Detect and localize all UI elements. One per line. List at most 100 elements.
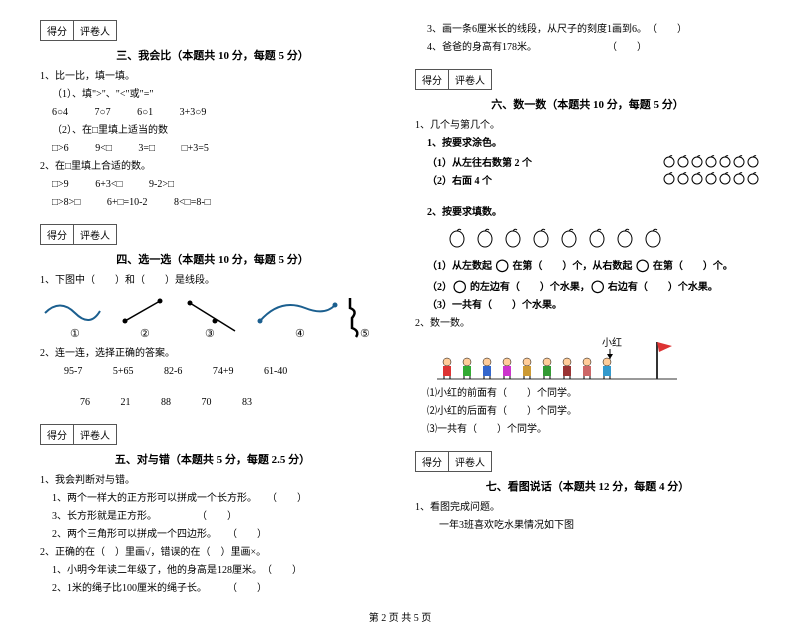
s-5-4: 1、小明今年读二年级了，他的身高是128厘米。 （ ） — [40, 563, 385, 579]
score-box-5: 得分 评卷人 — [40, 424, 117, 445]
cell: 82-6 — [164, 364, 182, 380]
score-label: 得分 — [416, 452, 449, 471]
q-5-1: 1、我会判断对与错。 — [40, 473, 385, 489]
cell: 3+3○9 — [180, 105, 207, 121]
page-footer: 第 2 页 共 5 页 — [40, 609, 760, 624]
text: 右边有（ ）个水果。 — [605, 282, 718, 293]
row-4-bot: 76 21 88 70 83 — [40, 395, 385, 411]
h-6-1: 1、按要求涂色。 — [415, 136, 760, 152]
page-columns: 得分 评卷人 三、我会比（本题共 10 分，每题 5 分） 1、比一比，填一填。… — [40, 20, 760, 599]
grader-label: 评卷人 — [449, 70, 491, 89]
s-7-1: 一年3班喜欢吃水果情况如下图 — [415, 518, 760, 534]
paren: （ ） — [202, 511, 237, 522]
cell: 95-7 — [64, 364, 82, 380]
cell: 9-2>□ — [149, 177, 174, 193]
cell: 76 — [80, 395, 90, 411]
cell: 74+9 — [213, 364, 234, 380]
section-4-title: 四、选一选（本题共 10 分，每题 5 分） — [40, 251, 385, 267]
text: 在第（ ）个。 — [650, 261, 733, 272]
score-box-4: 得分 评卷人 — [40, 224, 117, 245]
q-3-1a: （1）、填">"、"<"或"=" — [40, 87, 385, 103]
l-6-2: （2）右面 4 个 — [415, 174, 662, 190]
f-6-1: （1）从左数起 ◯ 在第（ ）个，从右数起 ◯ 在第（ ）个。 — [415, 256, 760, 275]
score-box-6: 得分 评卷人 — [415, 69, 492, 90]
r-top-4: 4、爸爸的身高有178米。 （ ） — [415, 40, 760, 56]
score-box-7: 得分 评卷人 — [415, 451, 492, 472]
section-5-title: 五、对与错（本题共 5 分，每题 2.5 分） — [40, 451, 385, 467]
q-3-1b: （2）、在□里填上适当的数 — [40, 123, 385, 139]
q-4-2: 2、连一连，选择正确的答案。 — [40, 346, 385, 362]
text: 2、两个三角形可以拼成一个四边形。 — [52, 529, 212, 540]
cell: 70 — [202, 395, 212, 411]
grader-label: 评卷人 — [74, 425, 116, 444]
s-5-3: 2、两个三角形可以拼成一个四边形。 （ ） — [40, 527, 385, 543]
paren: （ ） — [272, 493, 307, 504]
section-7-title: 七、看图说话（本题共 12 分，每题 4 分） — [415, 478, 760, 494]
cell: □>6 — [52, 141, 69, 157]
text: 1、小明今年读二年级了，他的身高是128厘米。 — [52, 565, 257, 576]
paren: （ ） — [267, 565, 302, 576]
line-segment-diagram: ① ② ③ ④ ⑤ — [40, 293, 385, 342]
text: 4、爸爸的身高有178米。 — [427, 42, 532, 53]
apple-rows: （1）从左往右数第 2 个 （2）右面 4 个 — [415, 154, 760, 192]
svg-text:③: ③ — [205, 328, 215, 339]
h-6-2: 2、按要求填数。 — [415, 205, 760, 221]
row-3-3: □>9 6+3<□ 9-2>□ — [40, 177, 385, 193]
text: 2、1米的绳子比100厘米的绳子长。 — [52, 583, 202, 594]
text: 的左边有（ ）个水果， — [467, 282, 590, 293]
grader-label: 评卷人 — [74, 21, 116, 40]
row-3-1: 6○4 7○7 6○1 3+3○9 — [40, 105, 385, 121]
k-6-2: ⑵小红的后面有（ ）个同学。 — [415, 404, 760, 420]
score-label: 得分 — [41, 425, 74, 444]
cell: 9<□ — [95, 141, 112, 157]
svg-text:②: ② — [140, 328, 150, 339]
s-5-1: 1、两个一样大的正方形可以拼成一个长方形。 （ ） — [40, 491, 385, 507]
cell: □>9 — [52, 177, 69, 193]
f-6-3: （3）一共有（ ）个水果。 — [415, 298, 760, 314]
q-7-1: 1、看图完成问题。 — [415, 500, 760, 516]
text: （2） — [427, 282, 452, 293]
cell: 8<□=8-□ — [174, 195, 211, 211]
fruit-icon: ◯ — [591, 277, 604, 296]
cell: 6○1 — [137, 105, 153, 121]
q-4-1: 1、下图中（ ）和（ ）是线段。 — [40, 273, 385, 289]
k-6-3: ⑶一共有（ ）个同学。 — [415, 422, 760, 438]
strawberry-icon: ◯ — [636, 256, 649, 275]
cell: 6○4 — [52, 105, 68, 121]
text: 3、长方形就是正方形。 — [52, 511, 152, 522]
s-5-5: 2、1米的绳子比100厘米的绳子长。 （ ） — [40, 581, 385, 597]
cell: □+3=5 — [182, 141, 209, 157]
cell: 83 — [242, 395, 252, 411]
q-3-1: 1、比一比，填一填。 — [40, 69, 385, 85]
score-label: 得分 — [41, 21, 74, 40]
svg-text:①: ① — [70, 328, 80, 339]
q-6-1: 1、几个与第几个。 — [415, 118, 760, 134]
section-6-title: 六、数一数（本题共 10 分，每题 5 分） — [415, 96, 760, 112]
row-3-4: □>8>□ 6+□=10-2 8<□=8-□ — [40, 195, 385, 211]
cell: 88 — [161, 395, 171, 411]
cell: 6+□=10-2 — [107, 195, 148, 211]
q-3-2: 2、在□里填上合适的数。 — [40, 159, 385, 175]
s-5-2: 3、长方形就是正方形。 （ ） — [40, 509, 385, 525]
cell: 61-40 — [264, 364, 287, 380]
cell: 3=□ — [138, 141, 155, 157]
left-column: 得分 评卷人 三、我会比（本题共 10 分，每题 5 分） 1、比一比，填一填。… — [40, 20, 385, 599]
score-box-3: 得分 评卷人 — [40, 20, 117, 41]
paren: （ ） — [612, 42, 647, 53]
section-3-title: 三、我会比（本题共 10 分，每题 5 分） — [40, 47, 385, 63]
cell: □>8>□ — [52, 195, 80, 211]
cell: 7○7 — [95, 105, 111, 121]
r-top-3: 3、画一条6厘米长的线段，从尺子的刻度1画到6。 （ ） — [415, 22, 760, 38]
svg-text:⑤: ⑤ — [360, 328, 370, 339]
row-4-top: 95-7 5+65 82-6 74+9 61-40 — [40, 364, 385, 380]
k-6-1: ⑴小红的前面有（ ）个同学。 — [415, 386, 760, 402]
kids-diagram: 小红 — [415, 334, 760, 384]
cell: 21 — [121, 395, 131, 411]
apple-row-1 — [662, 154, 760, 171]
text: （1）从左数起 — [427, 261, 495, 272]
f-6-2: （2）◯ 的左边有（ ）个水果，◯ 右边有（ ）个水果。 — [415, 277, 760, 296]
row-3-2: □>6 9<□ 3=□ □+3=5 — [40, 141, 385, 157]
cell: 5+65 — [113, 364, 134, 380]
q-5-2: 2、正确的在（ ）里画√，错误的在（ ）里画×。 — [40, 545, 385, 561]
text: 在第（ ）个，从右数起 — [510, 261, 635, 272]
